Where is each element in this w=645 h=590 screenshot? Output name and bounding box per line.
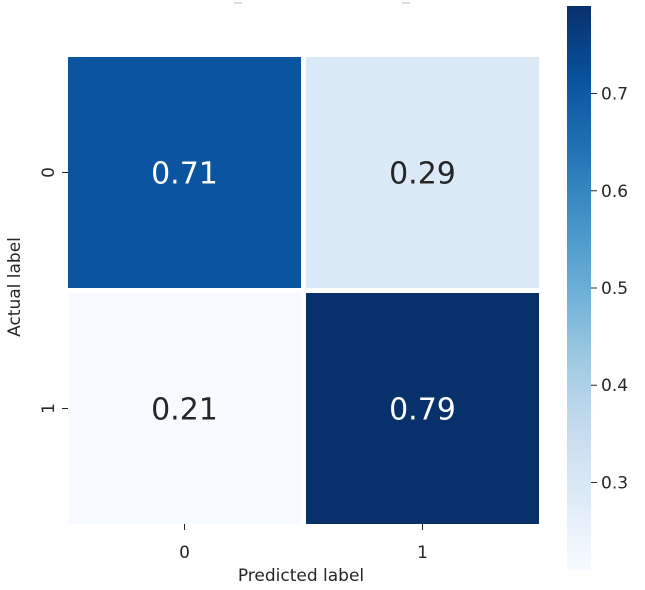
y-axis-label: Actual label — [5, 237, 25, 337]
heatmap-cell-0-1 — [306, 57, 539, 288]
cell-value-label-1-0: 0.21 — [151, 393, 218, 428]
heatmap-cells — [68, 57, 539, 524]
colorbar-tick-label: 0.4 — [601, 376, 628, 396]
y-axis: 01 — [39, 167, 68, 414]
y-tick-label: 1 — [39, 403, 59, 414]
colorbar-tick-label: 0.3 — [601, 473, 628, 493]
colorbar: 0.3 0.4 0.5 0.6 0.7 — [567, 6, 628, 570]
colorbar-tick-label: 0.6 — [601, 182, 628, 202]
colorbar-tick-label: 0.7 — [601, 85, 628, 105]
x-tick-label: 0 — [179, 543, 190, 563]
x-axis-label: Predicted label — [238, 566, 364, 586]
cell-value-label-1-1: 0.79 — [389, 393, 456, 428]
cell-value-labels: 0.71 0.29 0.21 0.79 — [151, 157, 456, 428]
colorbar-gradient — [567, 6, 591, 570]
heatmap-cell-1-0 — [68, 293, 301, 524]
x-tick-label: 1 — [417, 543, 428, 563]
heatmap-cell-0-0 — [68, 57, 301, 288]
heatmap-cell-1-1 — [306, 293, 539, 524]
colorbar-tick-label: 0.5 — [601, 279, 628, 299]
y-tick-label: 0 — [39, 167, 59, 178]
cell-value-label-0-0: 0.71 — [151, 157, 218, 192]
colorbar-ticks: 0.3 0.4 0.5 0.6 0.7 — [591, 85, 628, 493]
cell-value-label-0-1: 0.29 — [389, 157, 456, 192]
